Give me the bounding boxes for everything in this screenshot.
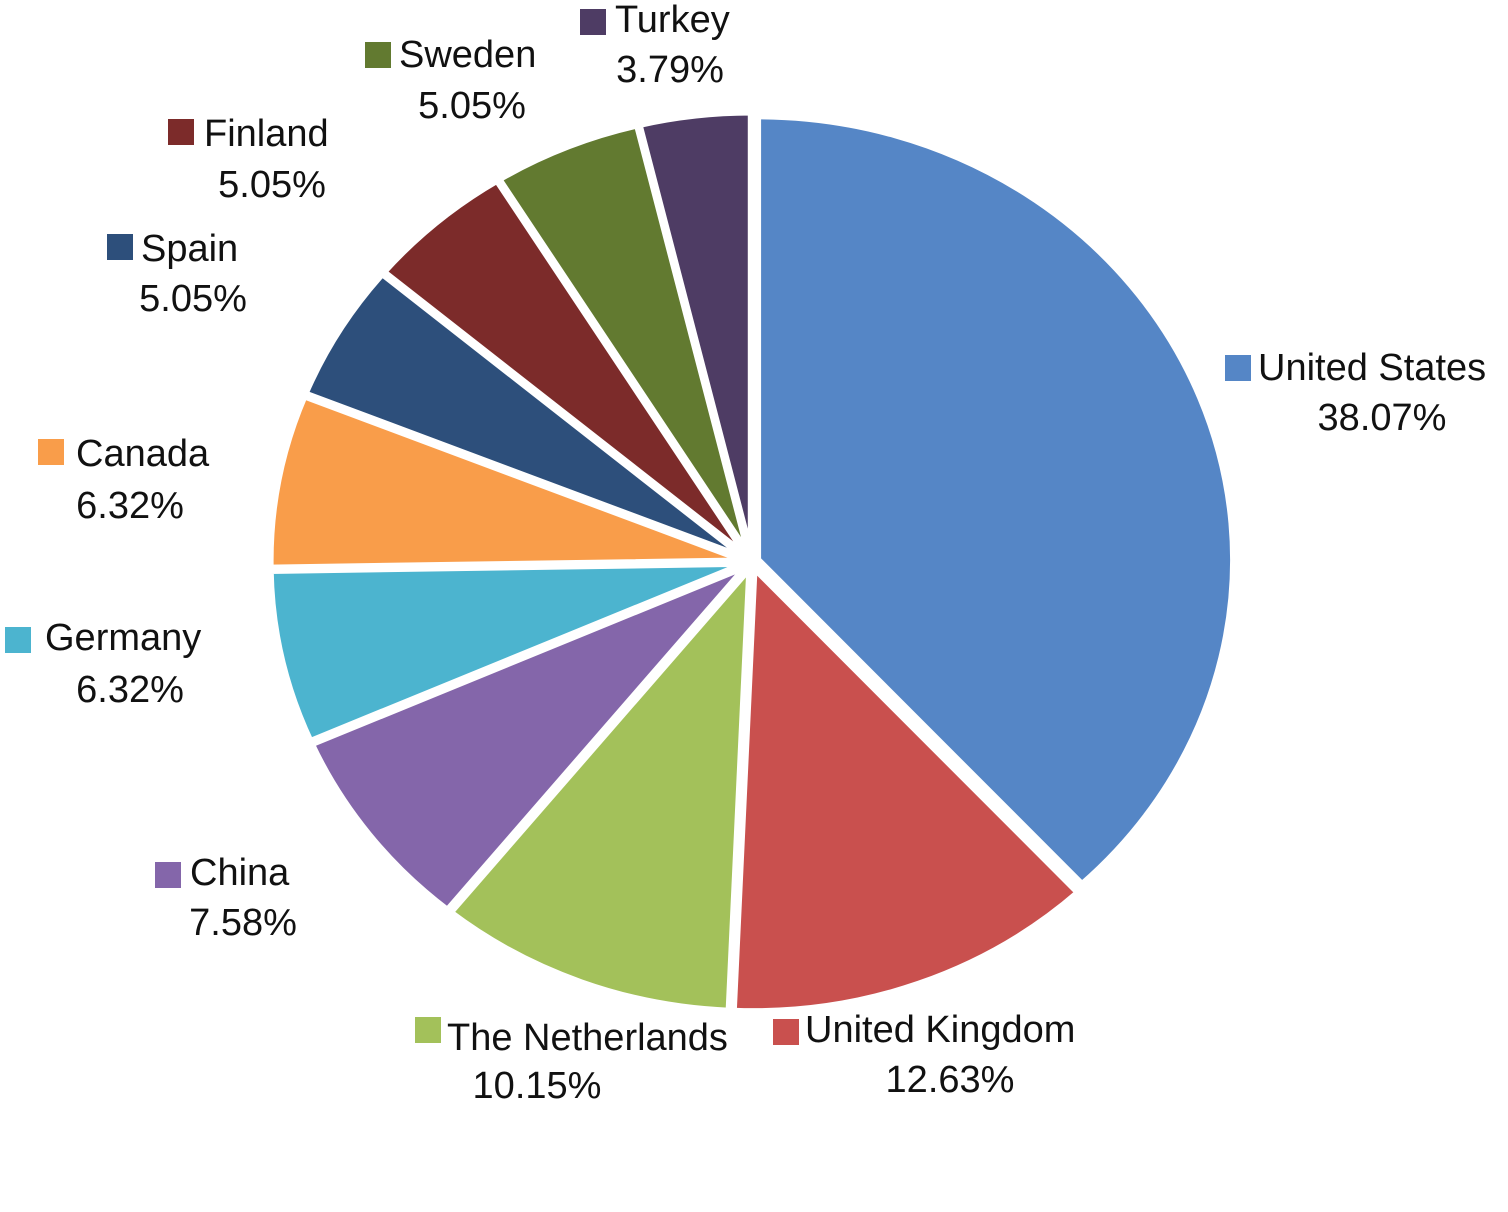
legend-swatch — [107, 234, 133, 260]
value-label: 38.07% — [1318, 397, 1447, 439]
value-label: 5.05% — [139, 278, 247, 320]
slice-label: United Kingdom — [805, 1009, 1075, 1051]
pie-slice — [266, 391, 748, 572]
slice-label: Sweden — [399, 34, 536, 76]
pie-slice — [729, 559, 1084, 1016]
legend-swatch — [38, 439, 64, 465]
pie-slice — [444, 557, 754, 1015]
value-label: 5.05% — [218, 164, 326, 206]
legend-swatch — [773, 1019, 799, 1045]
legend-swatch — [168, 119, 194, 145]
pie-slice — [754, 112, 1238, 890]
legend-swatch — [5, 627, 31, 653]
value-label: 6.32% — [76, 485, 184, 527]
slice-label: The Netherlands — [447, 1017, 728, 1059]
slice-label: United States — [1258, 347, 1486, 389]
slice-label: Turkey — [615, 0, 730, 41]
pie-slice — [493, 120, 754, 559]
value-label: 3.79% — [616, 49, 724, 91]
value-label: 5.05% — [418, 85, 526, 127]
legend-swatch — [155, 862, 181, 888]
legend-swatch — [365, 42, 391, 68]
slice-label: Finland — [204, 113, 329, 155]
slice-label: Canada — [76, 433, 210, 475]
pie-slice — [634, 108, 755, 557]
value-label: 6.32% — [76, 669, 184, 711]
value-label: 7.58% — [189, 902, 297, 944]
pie-slice — [378, 175, 751, 561]
slice-label: Spain — [141, 228, 238, 270]
pie-slice — [266, 559, 748, 747]
pie-slice — [300, 268, 750, 563]
legend-swatch — [415, 1017, 441, 1043]
slice-label: Germany — [45, 617, 201, 659]
value-label: 10.15% — [473, 1065, 602, 1107]
pie-slice — [306, 562, 750, 916]
legend-swatch — [1225, 355, 1251, 381]
legend-swatch — [580, 9, 606, 35]
slice-label: China — [190, 852, 290, 894]
value-label: 12.63% — [886, 1059, 1015, 1101]
